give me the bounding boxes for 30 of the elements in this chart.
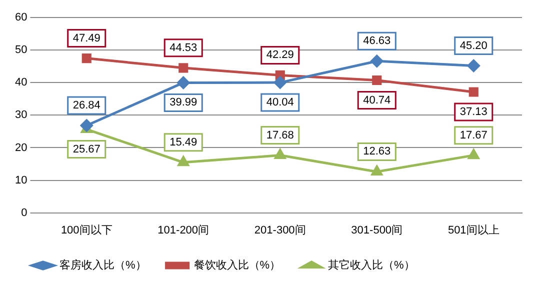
data-label: 25.67 [72,143,100,156]
data-label: 44.53 [170,42,198,54]
data-label: 39.99 [170,96,198,109]
x-tick-label: 100间以下 [60,223,112,236]
data-label: 17.68 [266,129,294,142]
x-tick-label: 101-200间 [158,224,210,236]
x-tick-label: 301-500间 [351,224,403,236]
data-label: 46.63 [363,35,391,48]
data-label: 42.29 [266,49,294,62]
data-label: 26.84 [72,100,100,112]
y-tick-label: 60 [14,12,28,24]
data-label: 40.74 [363,94,391,106]
y-tick-label: 20 [14,142,28,154]
data-label: 17.67 [460,129,488,142]
legend-label: 客房收入比（%） [60,258,146,272]
y-tick-label: 0 [21,206,28,219]
legend-label: 餐饮收入比（%） [194,258,281,272]
data-label: 45.20 [460,40,488,52]
data-label: 37.13 [460,106,488,118]
y-tick-label: 30 [14,109,28,122]
data-label: 12.63 [363,146,391,158]
data-label: 40.04 [266,96,294,109]
legend-label: 其它收入比（%） [328,258,415,272]
x-tick-label: 201-300间 [254,224,306,236]
data-label: 15.49 [170,136,198,148]
x-tick-label: 501间以上 [448,223,500,236]
y-tick-label: 40 [14,76,28,89]
y-tick-label: 10 [14,174,28,186]
data-label: 47.49 [72,32,100,44]
y-tick-label: 50 [14,44,28,56]
